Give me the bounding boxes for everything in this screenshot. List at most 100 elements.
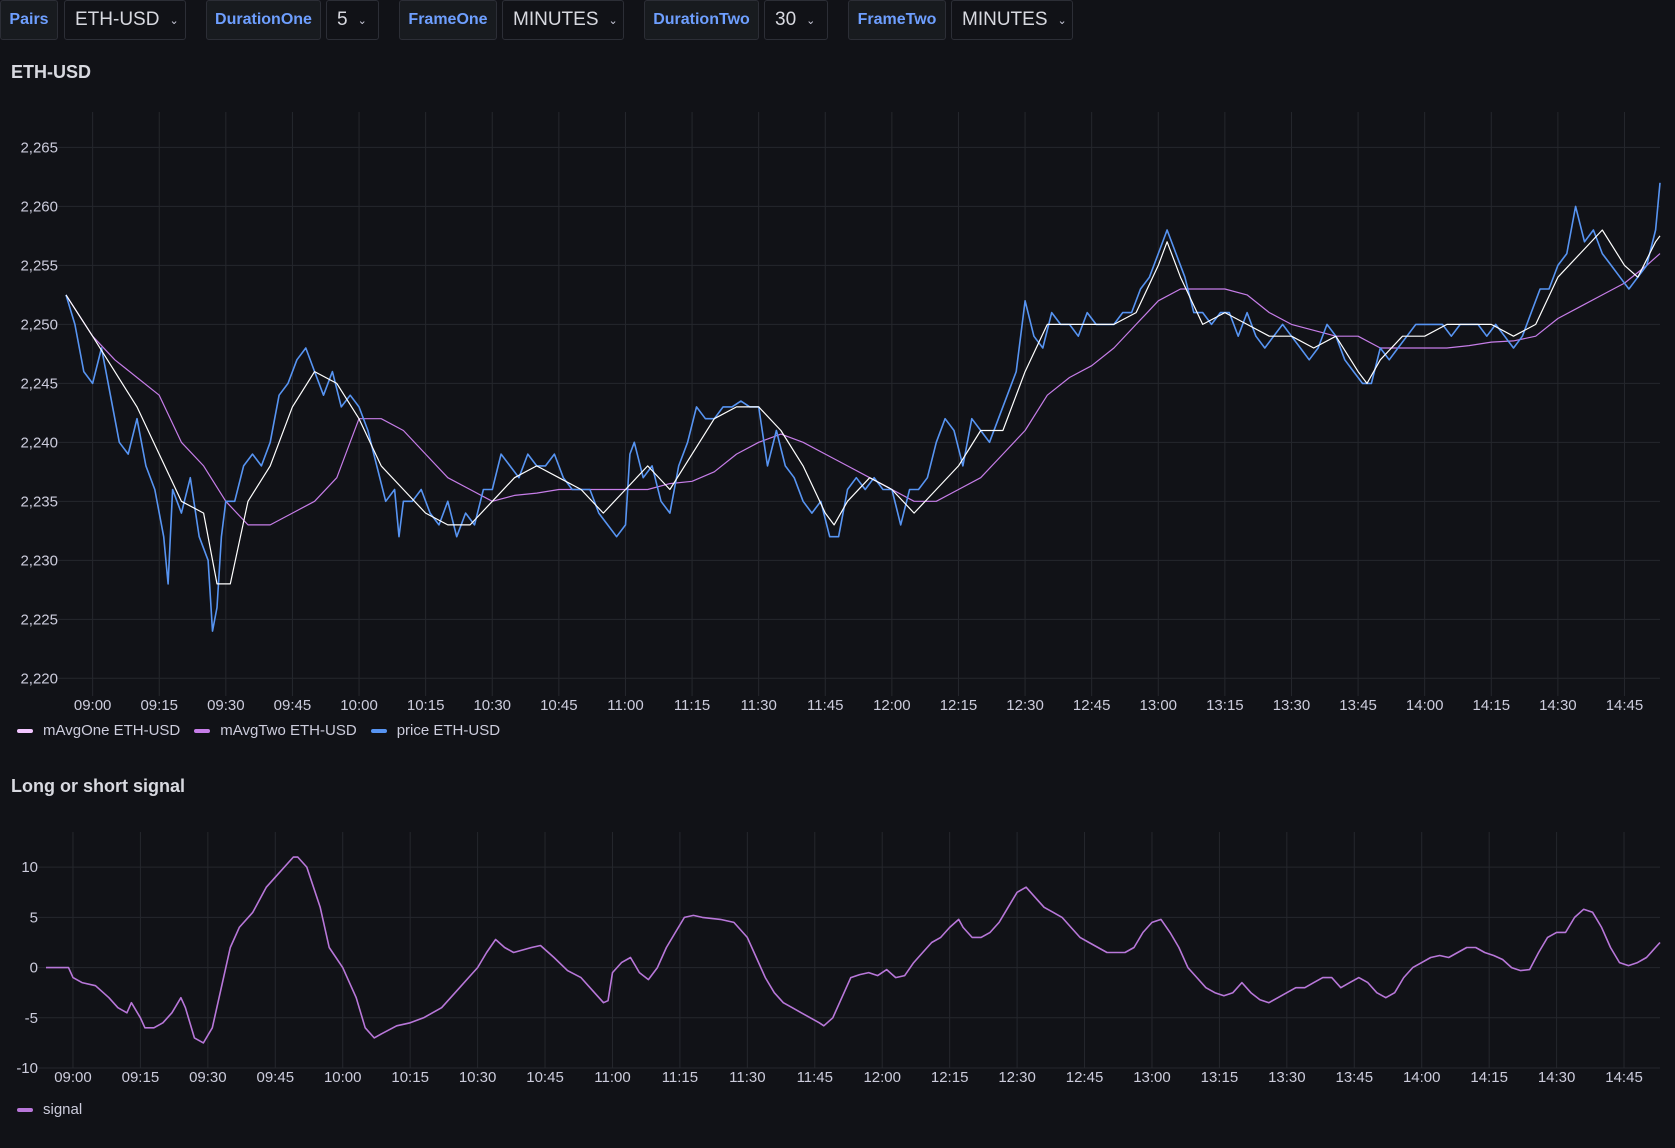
- durationtwo-select[interactable]: 30 ⌄: [764, 0, 828, 40]
- series-line-signal: [46, 856, 1661, 1044]
- y-tick-label: 2,230: [20, 552, 58, 569]
- x-tick-label: 13:15: [1201, 1069, 1239, 1086]
- legend-item-signal[interactable]: signal: [17, 1101, 82, 1118]
- variable-label-durationone: DurationOne: [206, 0, 321, 40]
- y-tick-label: 2,255: [20, 257, 58, 274]
- price-chart-legend: mAvgOne ETH-USD mAvgTwo ETH-USD price ET…: [17, 722, 514, 739]
- x-tick-label: 10:15: [407, 697, 445, 714]
- panel-title-price: ETH-USD: [11, 62, 91, 82]
- x-tick-label: 12:15: [931, 1069, 969, 1086]
- legend-item-price[interactable]: price ETH-USD: [370, 722, 501, 739]
- durationone-select[interactable]: 5 ⌄: [326, 0, 379, 40]
- chevron-down-icon: ⌄: [1057, 14, 1067, 27]
- x-tick-label: 12:45: [1073, 697, 1111, 714]
- y-tick-label: 0: [30, 960, 38, 977]
- x-tick-label: 09:45: [257, 1069, 295, 1086]
- x-tick-label: 14:15: [1473, 697, 1511, 714]
- series-line-price-eth-usd: [65, 182, 1661, 632]
- chevron-down-icon: ⌄: [169, 14, 179, 27]
- frameone-select[interactable]: MINUTES ⌄: [502, 0, 624, 40]
- frametwo-value: MINUTES: [962, 9, 1048, 30]
- y-tick-label: 2,225: [20, 611, 58, 628]
- x-tick-label: 11:00: [594, 1069, 630, 1086]
- x-tick-label: 09:15: [140, 697, 178, 714]
- legend-label: mAvgOne ETH-USD: [43, 722, 181, 739]
- chevron-down-icon: ⌄: [357, 14, 367, 27]
- x-tick-label: 10:45: [540, 697, 578, 714]
- y-tick-label: -10: [16, 1060, 38, 1077]
- x-tick-label: 12:00: [873, 697, 911, 714]
- x-tick-label: 14:00: [1403, 1069, 1441, 1086]
- variables-bar: Pairs ETH-USD ⌄ DurationOne 5 ⌄ FrameOne M…: [0, 0, 1675, 42]
- x-tick-label: 11:45: [797, 1069, 833, 1086]
- x-tick-label: 10:30: [459, 1069, 497, 1086]
- x-tick-label: 13:00: [1133, 1069, 1171, 1086]
- y-tick-label: 10: [21, 859, 38, 876]
- x-tick-label: 11:15: [674, 697, 710, 714]
- x-tick-label: 09:00: [74, 697, 112, 714]
- x-tick-label: 14:15: [1470, 1069, 1508, 1086]
- x-tick-label: 10:15: [391, 1069, 429, 1086]
- legend-swatch: [17, 728, 33, 733]
- x-tick-label: 09:45: [274, 697, 312, 714]
- durationtwo-value: 30: [775, 9, 797, 30]
- y-tick-label: 2,265: [20, 139, 58, 156]
- x-tick-label: 13:00: [1139, 697, 1177, 714]
- y-tick-label: 2,245: [20, 375, 58, 392]
- x-tick-label: 12:15: [940, 697, 978, 714]
- frameone-value: MINUTES: [513, 9, 599, 30]
- x-tick-label: 14:45: [1605, 1069, 1643, 1086]
- y-tick-label: 2,240: [20, 434, 58, 451]
- y-tick-label: 2,250: [20, 316, 58, 333]
- y-tick-label: -5: [25, 1010, 38, 1027]
- x-tick-label: 09:00: [54, 1069, 92, 1086]
- x-tick-label: 13:30: [1273, 697, 1311, 714]
- x-tick-label: 14:00: [1406, 697, 1444, 714]
- y-tick-label: 2,220: [20, 670, 58, 687]
- x-tick-label: 10:00: [340, 697, 378, 714]
- chevron-down-icon: ⌄: [806, 14, 816, 27]
- legend-label: signal: [43, 1101, 83, 1118]
- x-tick-label: 11:00: [607, 697, 643, 714]
- x-tick-label: 12:30: [998, 1069, 1036, 1086]
- x-tick-label: 11:15: [662, 1069, 698, 1086]
- variable-label-frameone: FrameOne: [399, 0, 497, 40]
- legend-swatch: [370, 728, 387, 733]
- x-tick-label: 14:30: [1539, 697, 1577, 714]
- x-tick-label: 12:00: [863, 1069, 901, 1086]
- x-tick-label: 10:00: [324, 1069, 362, 1086]
- series-line-mavgone-eth-usd: [65, 229, 1661, 585]
- legend-swatch: [194, 728, 211, 733]
- variable-label-pairs: Pairs: [0, 0, 58, 40]
- x-tick-label: 11:30: [729, 1069, 765, 1086]
- x-tick-label: 11:45: [807, 697, 843, 714]
- legend-item-mavgtwo[interactable]: mAvgTwo ETH-USD: [194, 722, 357, 739]
- y-tick-label: 2,260: [20, 198, 58, 215]
- x-tick-label: 14:30: [1538, 1069, 1576, 1086]
- x-tick-label: 13:30: [1268, 1069, 1306, 1086]
- legend-label: mAvgTwo ETH-USD: [220, 722, 357, 739]
- x-tick-label: 09:30: [189, 1069, 227, 1086]
- x-tick-label: 10:45: [526, 1069, 564, 1086]
- x-tick-label: 13:45: [1339, 697, 1377, 714]
- y-tick-label: 2,235: [20, 493, 58, 510]
- x-tick-label: 10:30: [473, 697, 511, 714]
- durationone-value: 5: [337, 9, 348, 30]
- x-tick-label: 13:45: [1336, 1069, 1374, 1086]
- legend-label: price ETH-USD: [396, 722, 501, 739]
- x-tick-label: 09:15: [122, 1069, 160, 1086]
- y-tick-label: 5: [30, 909, 38, 926]
- pairs-value: ETH-USD: [75, 9, 160, 30]
- price-chart: 09:00 09:15 09:30 09:45 10:00 10:15 10:30 10:45…: [20, 112, 1661, 714]
- x-tick-label: 11:30: [740, 697, 776, 714]
- x-tick-label: 12:45: [1066, 1069, 1104, 1086]
- legend-item-mavgone[interactable]: mAvgOne ETH-USD: [17, 722, 180, 739]
- x-tick-label: 12:30: [1006, 697, 1044, 714]
- panel-title-signal: Long or short signal: [11, 776, 185, 796]
- legend-swatch: [17, 1107, 33, 1112]
- x-tick-label: 09:30: [207, 697, 245, 714]
- pairs-select[interactable]: ETH-USD ⌄: [64, 0, 186, 40]
- x-tick-label: 14:45: [1606, 697, 1644, 714]
- frametwo-select[interactable]: MINUTES ⌄: [951, 0, 1073, 40]
- chevron-down-icon: ⌄: [608, 14, 618, 27]
